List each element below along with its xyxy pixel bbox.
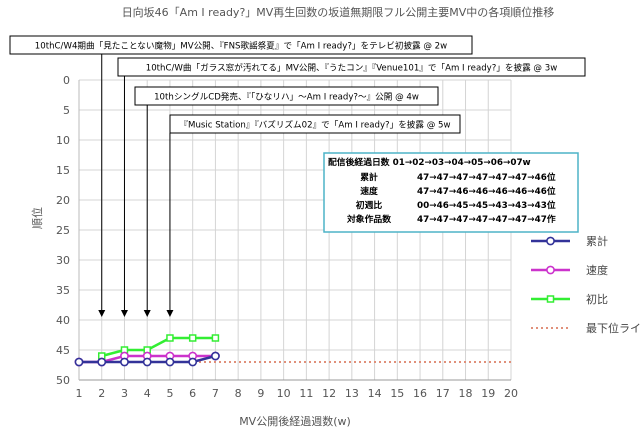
y-tick-label: 5 [63, 104, 70, 117]
table-header: 配信後経過日数 01→02→03→04→05→06→07w [328, 156, 531, 168]
series-line [101, 336, 216, 358]
table-frame [323, 152, 579, 233]
y-tick-label: 0 [63, 74, 70, 87]
table-row-label: 速度 [360, 185, 378, 197]
x-tick-label: 11 [299, 387, 313, 400]
annotation-arrowhead [120, 310, 128, 317]
annotation-arrowhead [166, 310, 174, 317]
data-point [188, 334, 197, 342]
x-tick-label: 3 [121, 387, 128, 400]
y-tick-label: 20 [56, 194, 70, 207]
table-row-label: 初週比 [356, 199, 383, 211]
x-axis-label: MV公開後経過週数(w) [239, 414, 351, 428]
annotation-text: 10thC/W4期曲「見たことない魔物」MV公開、『FNS歌謡祭夏』で「Am I… [35, 40, 447, 52]
x-tick-label: 12 [322, 387, 336, 400]
data-point [211, 334, 220, 342]
x-tick-label: 10 [277, 387, 291, 400]
data-point [188, 357, 198, 367]
annotation-arrows [98, 54, 174, 317]
annotation-box [117, 57, 586, 77]
x-tick-label: 15 [390, 387, 404, 400]
x-tick-label: 13 [345, 387, 359, 400]
legend-label: 累計 [586, 234, 608, 248]
annotation-box [169, 114, 461, 134]
legend-marker [546, 236, 555, 246]
legend: 累計速度初比最下位ライン [531, 234, 640, 335]
y-tick-label: 10 [56, 134, 70, 147]
x-tick-label: 8 [235, 387, 242, 400]
x-tick-label: 14 [368, 387, 382, 400]
annotation-text: 10thC/W曲「ガラス窓が汚れてる」MV公開、『うたコン』『Venue101』… [146, 62, 558, 74]
data-point [142, 357, 152, 367]
x-tick-label: 20 [504, 387, 518, 400]
table-row-value: 00→46→45→45→43→43→43位 [417, 199, 556, 211]
x-tick-label: 9 [257, 387, 264, 400]
x-tick-label: 16 [413, 387, 427, 400]
annotation-text: 10thシングルCD発売、『「ひなリハ」〜Am I ready?〜』公開 @ 4… [154, 91, 419, 103]
y-tick-label: 30 [56, 254, 70, 267]
legend-marker [546, 265, 555, 275]
stats-table: 配信後経過日数 01→02→03→04→05→06→07w 累計 47→47→47→… [323, 152, 579, 233]
y-tick-label: 35 [56, 284, 70, 297]
x-tick-label: 6 [189, 387, 196, 400]
x-tick-label: 19 [481, 387, 495, 400]
data-point [165, 357, 175, 367]
annotation-box [134, 86, 439, 106]
series-lines [74, 334, 511, 367]
legend-label: 初比 [586, 292, 608, 306]
annotation-arrowhead [143, 310, 151, 317]
y-tick-label: 15 [56, 164, 70, 177]
annotation-boxes: 10thC/W4期曲「見たことない魔物」MV公開、『FNS歌謡祭夏』で「Am I… [9, 35, 586, 134]
y-tick-label: 45 [56, 344, 70, 357]
y-tick-label: 25 [56, 224, 70, 237]
x-tick-label: 18 [459, 387, 473, 400]
x-tick-label: 7 [212, 387, 219, 400]
x-tick-label: 17 [436, 387, 450, 400]
chart-title: 日向坂46「Am I ready?」MV再生回数の坂道無期限フル公開主要MV中の… [122, 5, 555, 19]
table-row-value: 47→47→47→47→47→47→47作 [417, 213, 556, 225]
data-point [120, 357, 129, 367]
data-point [74, 357, 84, 367]
annotation-text: 『Music Station』『バズリズム02』で「Am I ready?」を披… [179, 119, 450, 131]
x-tick-label: 5 [166, 387, 173, 400]
table-row-value: 47→47→46→46→46→46→46位 [417, 185, 556, 197]
legend-label: 最下位ライン [586, 321, 640, 335]
table-row-label: 累計 [360, 171, 378, 183]
x-tick-label: 2 [98, 387, 105, 400]
data-point [211, 351, 220, 361]
x-tick-label: 1 [76, 387, 83, 400]
y-tick-label: 50 [56, 374, 70, 387]
data-point [166, 334, 174, 342]
annotation-box [9, 35, 473, 55]
legend-label: 速度 [586, 263, 608, 277]
x-tick-label: 4 [144, 387, 151, 400]
legend-marker [546, 295, 555, 303]
data-point [97, 357, 107, 367]
table-row-label: 対象作品数 [346, 213, 391, 225]
table-row-value: 47→47→47→47→47→47→46位 [417, 171, 556, 183]
annotation-arrowhead [98, 310, 106, 317]
y-tick-label: 40 [56, 314, 70, 327]
y-axis-label: 順位 [30, 207, 44, 229]
